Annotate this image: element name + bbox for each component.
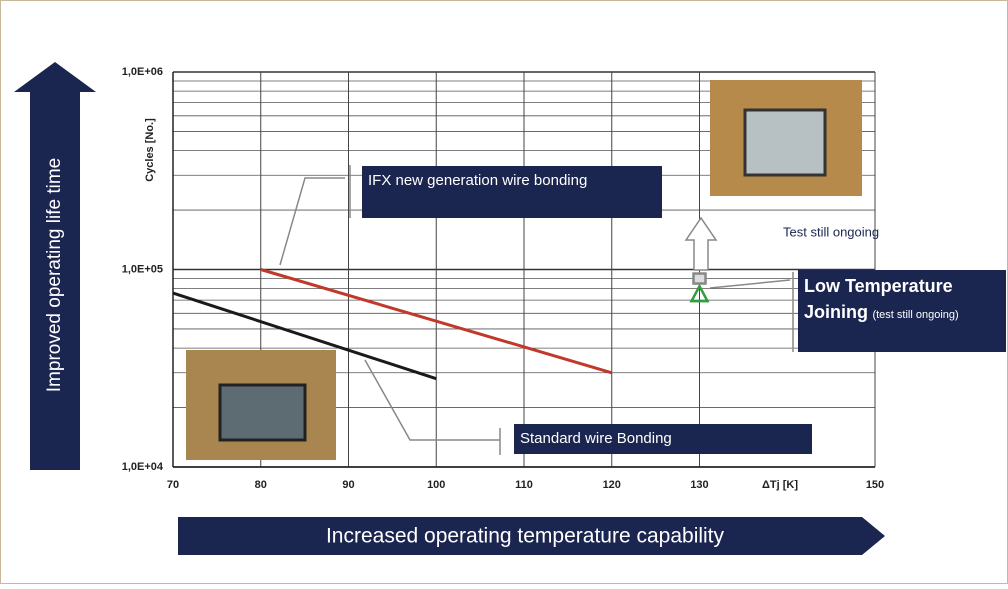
- annotation-text: IFX new generation wire bonding: [368, 170, 658, 192]
- y-arrow-label: Improved operating life time: [44, 158, 65, 392]
- y-tick-label: 1,0E+06: [122, 66, 163, 78]
- x-tick-label: 80: [255, 479, 267, 491]
- y-tick-label: 1,0E+05: [122, 263, 163, 275]
- y-tick-label: 1,0E+04: [122, 461, 164, 473]
- x-tick-label: 100: [427, 479, 445, 491]
- x-tick-label: 90: [342, 479, 354, 491]
- x-tick-label: 150: [866, 479, 884, 491]
- annotation-text: Test still ongoing: [783, 224, 879, 239]
- annotation-note: (test still ongoing): [872, 309, 958, 321]
- photo-chip: [745, 110, 825, 175]
- photo-chip: [220, 385, 305, 440]
- x-tick-label: 130: [690, 479, 708, 491]
- x-axis-label: ΔTj [K]: [762, 479, 798, 491]
- annotation: IFX new generation wire bonding: [368, 170, 658, 218]
- annotation: Low Temperature Joining (test still ongo…: [804, 274, 1004, 352]
- annotation-text: Standard wire Bonding: [520, 430, 672, 447]
- annotation-text: Low Temperature Joining (test still ongo…: [804, 274, 1004, 327]
- y-axis-label: Cycles [No.]: [144, 118, 156, 182]
- x-tick-label: 110: [515, 479, 533, 491]
- marker: [694, 274, 706, 284]
- x-tick-label: 120: [603, 479, 621, 491]
- x-tick-label: 70: [167, 479, 179, 491]
- chart: Improved operating life time Increased o…: [0, 0, 1008, 584]
- x-arrow-label: Increased operating temperature capabili…: [326, 525, 725, 548]
